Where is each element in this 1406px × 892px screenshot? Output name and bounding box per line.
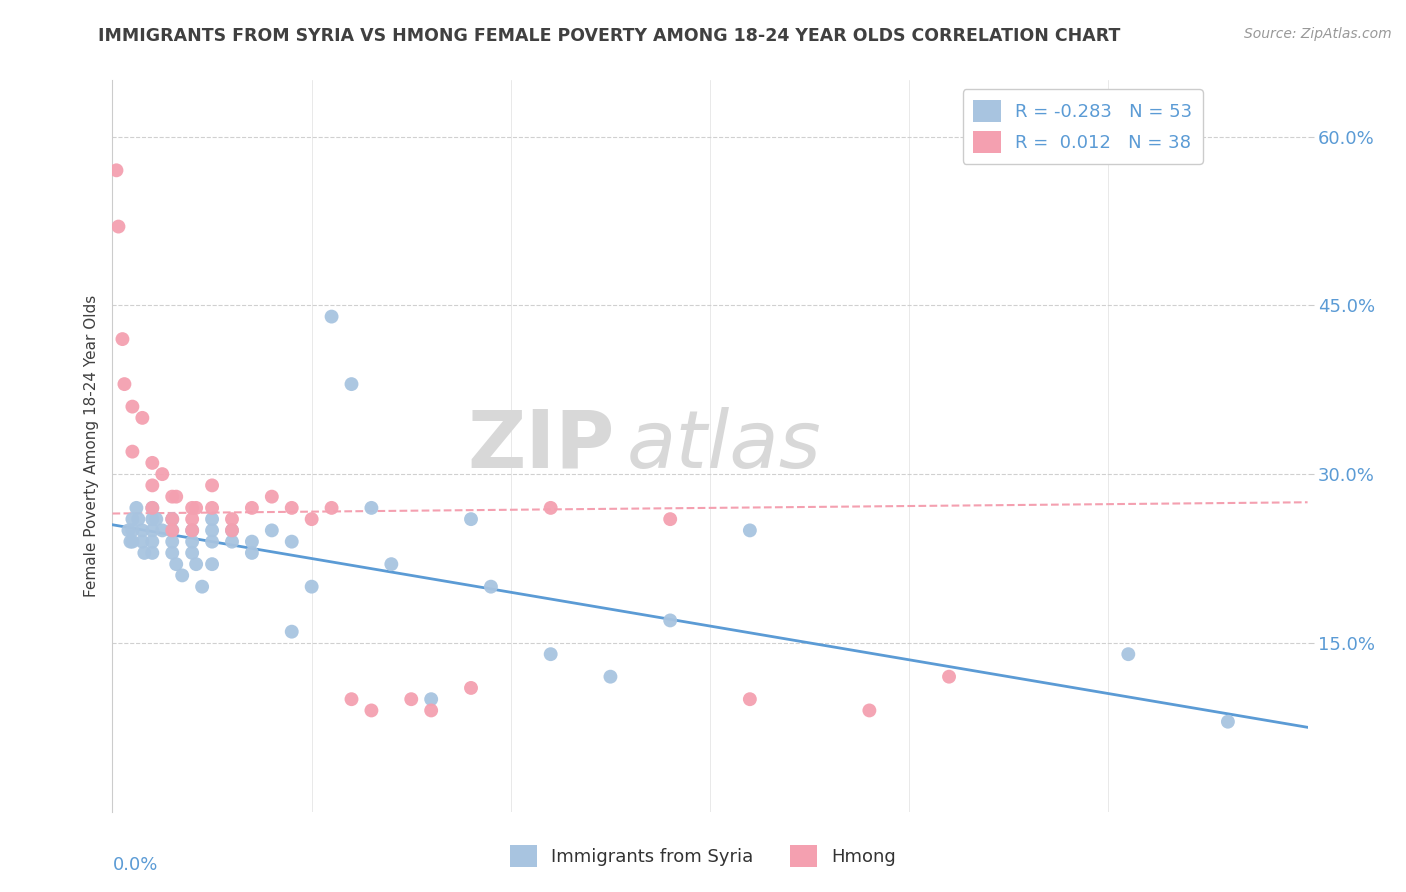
Point (107, 219, 129, 234)
Point (150, 467, 173, 482)
Point (120, 534, 142, 549)
Point (162, 490, 183, 504)
Point (186, 557, 208, 571)
Point (125, 500, 148, 515)
Point (201, 500, 224, 515)
Point (121, 534, 143, 549)
Point (134, 546, 156, 560)
Point (162, 534, 183, 549)
Point (181, 524, 204, 538)
Point (858, 703, 880, 717)
Point (121, 512, 143, 526)
Point (281, 500, 304, 515)
Point (1118, 647, 1140, 661)
Text: IMMIGRANTS FROM SYRIA VS HMONG FEMALE POVERTY AMONG 18-24 YEAR OLDS CORRELATION : IMMIGRANTS FROM SYRIA VS HMONG FEMALE PO… (98, 27, 1121, 45)
Point (301, 580, 323, 594)
Point (938, 670, 960, 684)
Point (162, 546, 183, 560)
Text: 0.0%: 0.0% (112, 855, 157, 873)
Point (360, 500, 382, 515)
Point (221, 524, 243, 538)
Point (221, 534, 243, 549)
Point (221, 524, 243, 538)
Point (162, 512, 183, 526)
Point (145, 512, 167, 526)
Point (181, 534, 204, 549)
Point (401, 692, 423, 706)
Legend: Immigrants from Syria, Hmong: Immigrants from Syria, Hmong (503, 838, 903, 874)
Point (201, 512, 224, 526)
Point (380, 557, 402, 571)
Point (121, 400, 143, 414)
Point (162, 524, 183, 538)
Point (181, 500, 204, 515)
Point (117, 524, 139, 538)
Point (360, 703, 382, 717)
Point (540, 500, 562, 515)
Point (659, 512, 682, 526)
Point (172, 568, 194, 582)
Point (150, 524, 173, 538)
Point (141, 456, 163, 470)
Point (141, 500, 163, 515)
Point (105, 163, 128, 178)
Point (240, 546, 263, 560)
Point (201, 534, 224, 549)
Point (181, 524, 204, 538)
Point (162, 512, 183, 526)
Point (340, 692, 363, 706)
Point (540, 647, 562, 661)
Point (141, 500, 163, 515)
Text: Source: ZipAtlas.com: Source: ZipAtlas.com (1244, 27, 1392, 41)
Point (191, 580, 214, 594)
Point (141, 524, 163, 538)
Point (201, 478, 224, 492)
Point (181, 546, 204, 560)
Point (131, 524, 153, 538)
Point (141, 512, 163, 526)
Point (738, 692, 761, 706)
Point (141, 534, 163, 549)
Point (131, 410, 153, 425)
Point (111, 332, 134, 346)
Point (340, 377, 363, 392)
Text: ZIP: ZIP (467, 407, 614, 485)
Point (165, 557, 187, 571)
Point (460, 512, 482, 526)
Point (281, 534, 304, 549)
Point (181, 512, 204, 526)
Point (260, 524, 283, 538)
Point (659, 614, 682, 628)
Point (186, 500, 208, 515)
Point (240, 534, 263, 549)
Point (131, 534, 153, 549)
Point (321, 310, 343, 324)
Point (165, 490, 187, 504)
Point (460, 681, 482, 695)
Point (201, 524, 224, 538)
Point (301, 512, 323, 526)
Text: atlas: atlas (627, 407, 821, 485)
Point (479, 580, 502, 594)
Point (240, 500, 263, 515)
Point (121, 524, 143, 538)
Y-axis label: Female Poverty Among 18-24 Year Olds: Female Poverty Among 18-24 Year Olds (83, 295, 98, 597)
Point (599, 670, 621, 684)
Point (260, 490, 283, 504)
Point (127, 512, 149, 526)
Point (141, 546, 163, 560)
Point (321, 500, 343, 515)
Legend: R = -0.283   N = 53, R =  0.012   N = 38: R = -0.283 N = 53, R = 0.012 N = 38 (963, 89, 1204, 164)
Point (738, 524, 761, 538)
Point (121, 444, 143, 458)
Point (114, 377, 135, 392)
Point (281, 624, 304, 639)
Point (201, 557, 224, 571)
Point (141, 478, 163, 492)
Point (221, 512, 243, 526)
Point (420, 703, 443, 717)
Point (162, 524, 183, 538)
Point (1216, 714, 1239, 729)
Point (420, 692, 443, 706)
